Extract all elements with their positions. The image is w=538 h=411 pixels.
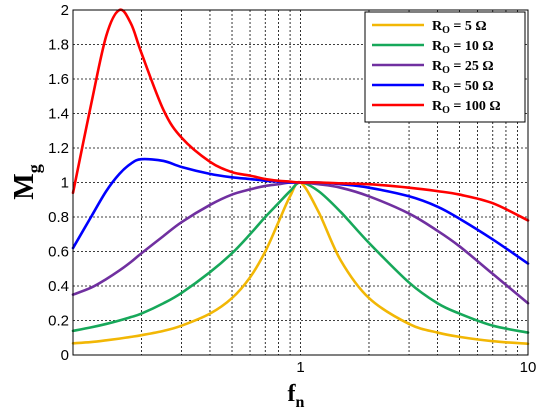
y-tick-label: 0.6 <box>48 244 69 261</box>
series-line-1 <box>71 180 530 346</box>
legend-label: RO = 50 Ω <box>432 79 494 96</box>
y-tick-label: 1.4 <box>48 106 69 123</box>
legend-label-subscript: O <box>442 45 450 56</box>
legend-label-subscript: O <box>442 105 450 116</box>
y-tick-label: 1 <box>61 175 69 192</box>
y-tick-label: 2 <box>61 2 69 19</box>
legend-label-value: = 50 Ω <box>450 79 494 94</box>
series-line-5 <box>71 8 530 222</box>
legend: RO = 5 ΩRO = 10 ΩRO = 25 ΩRO = 50 ΩRO = … <box>364 11 526 123</box>
legend-label-main: R <box>432 19 443 34</box>
y-axis-title-subscript: g <box>24 164 44 173</box>
y-tick-label: 0.4 <box>48 278 69 295</box>
tick-label-layer: 0 0.2 0.4 0.6 0.8 1 1.2 1.4 1.6 1.8 2 1 10 <box>48 2 536 376</box>
x-tick-label: 1 <box>296 359 304 376</box>
y-axis-title: Mg <box>9 164 44 199</box>
y-tick-label: 0.2 <box>48 313 69 330</box>
series-line-4 <box>71 157 530 265</box>
legend-label-value: = 5 Ω <box>450 19 487 34</box>
y-tick-label: 0.8 <box>48 209 69 226</box>
x-axis-title-main: f <box>288 381 297 407</box>
x-axis-title: fn <box>288 381 305 411</box>
legend-label-value: = 100 Ω <box>450 99 501 114</box>
y-axis-title-main: M <box>9 173 40 199</box>
y-tick-label: 0 <box>61 347 69 364</box>
y-tick-label: 1.6 <box>48 71 69 88</box>
y-tick-label: 1.2 <box>48 140 69 157</box>
legend-label-value: = 10 Ω <box>450 39 494 54</box>
legend-label-subscript: O <box>442 65 450 76</box>
series-line-3 <box>71 180 530 305</box>
legend-label: RO = 25 Ω <box>432 59 494 76</box>
legend-label-value: = 25 Ω <box>450 59 494 74</box>
legend-label-main: R <box>432 99 443 114</box>
legend-box <box>364 11 526 123</box>
y-tick-label: 1.8 <box>48 37 69 54</box>
legend-label-main: R <box>432 59 443 74</box>
legend-label: RO = 5 Ω <box>432 19 487 36</box>
series-line-2 <box>71 181 530 334</box>
series-layer <box>71 8 530 346</box>
legend-label: RO = 100 Ω <box>432 99 501 116</box>
legend-label-main: R <box>432 39 443 54</box>
legend-label-subscript: O <box>442 25 450 36</box>
legend-label-subscript: O <box>442 85 450 96</box>
x-tick-label: 10 <box>520 359 537 376</box>
x-axis-title-subscript: n <box>296 394 305 411</box>
legend-label-main: R <box>432 79 443 94</box>
legend-label: RO = 10 Ω <box>432 39 494 56</box>
legend-items: RO = 5 ΩRO = 10 ΩRO = 25 ΩRO = 50 ΩRO = … <box>372 19 501 116</box>
plot-frame <box>72 9 529 356</box>
